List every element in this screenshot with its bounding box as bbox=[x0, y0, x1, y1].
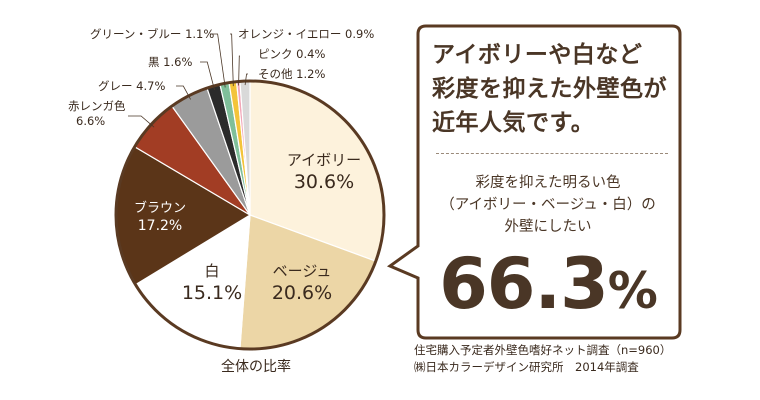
leader-line bbox=[230, 33, 234, 87]
sub-line: （アイボリー・ベージュ・白）の bbox=[440, 197, 656, 213]
slice-label: ブラウン bbox=[134, 200, 186, 216]
headline-line: 近年人気です。 bbox=[432, 110, 595, 136]
big-number-unit: % bbox=[607, 262, 658, 320]
chart-caption: 全体の比率 bbox=[221, 359, 291, 375]
callout-bubble bbox=[386, 24, 682, 340]
leader-line bbox=[238, 55, 240, 86]
slice-value-label: 15.1% bbox=[182, 282, 242, 304]
slice-label: グリーン・ブルー 1.1% bbox=[90, 27, 214, 41]
big-number-value: 66.3 bbox=[439, 243, 609, 325]
slice-label: アイボリー bbox=[287, 151, 361, 169]
slice-value-label: 6.6% bbox=[76, 114, 105, 128]
leader-line bbox=[176, 85, 191, 100]
slice-label: その他 1.2% bbox=[258, 67, 325, 81]
callout-divider bbox=[436, 153, 668, 154]
leader-line bbox=[244, 73, 248, 86]
slice-label: 白 bbox=[204, 262, 219, 280]
slice-label: ベージュ bbox=[273, 262, 332, 280]
sub-line: 外壁にしたい bbox=[504, 219, 592, 235]
leader-line bbox=[128, 115, 155, 128]
headline-line: 彩度を抑えた外壁色が bbox=[432, 76, 667, 102]
slice-value-label: 30.6% bbox=[294, 171, 354, 193]
slice-label: 赤レンガ色 bbox=[68, 99, 126, 113]
source-line: ㈱日本カラーデザイン研究所 2014年調査 bbox=[414, 360, 639, 374]
callout-big-number: 66.3% bbox=[428, 244, 668, 331]
slice-label: 黒 1.6% bbox=[148, 55, 192, 69]
source-line: 住宅購入予定者外壁色嗜好ネット調査（n=960） bbox=[414, 343, 672, 357]
slice-value-label: 20.6% bbox=[272, 282, 332, 304]
slice-label: オレンジ・イエロー 0.9% bbox=[238, 27, 374, 41]
slice-label: グレー 4.7% bbox=[98, 79, 165, 93]
slice-value-label: 17.2% bbox=[138, 218, 182, 234]
headline-line: アイボリーや白など bbox=[432, 42, 643, 68]
callout-headline: アイボリーや白など 彩度を抑えた外壁色が 近年人気です。 bbox=[432, 38, 668, 140]
callout-subtext: 彩度を抑えた明るい色 （アイボリー・ベージュ・白）の 外壁にしたい bbox=[428, 172, 668, 238]
sub-line: 彩度を抑えた明るい色 bbox=[475, 175, 621, 191]
pie-rim bbox=[114, 79, 386, 351]
slice-label: ピンク 0.4% bbox=[258, 47, 325, 61]
leader-line bbox=[210, 33, 226, 88]
leader-line bbox=[200, 61, 215, 91]
